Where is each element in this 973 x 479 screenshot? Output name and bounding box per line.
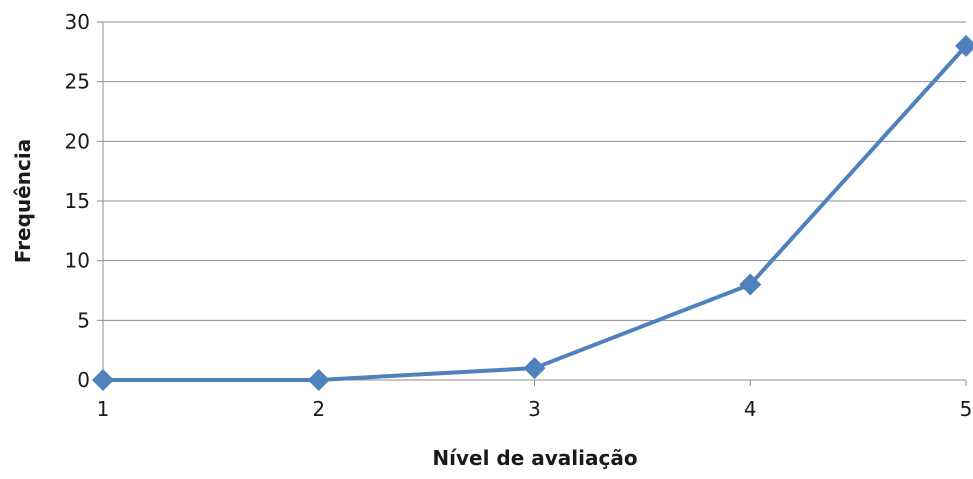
axes	[97, 21, 967, 386]
series-layer	[92, 34, 973, 391]
x-tick-label: 3	[528, 397, 541, 421]
x-tick-label: 5	[960, 397, 973, 421]
y-tick-labels: 0 5 10 15 20 25 30	[65, 10, 90, 392]
y-tick-label: 15	[65, 189, 90, 213]
series-line	[101, 43, 968, 382]
x-tick-label: 4	[744, 397, 757, 421]
y-tick-label: 30	[65, 10, 90, 34]
data-point	[307, 369, 330, 391]
y-tick-label: 0	[77, 368, 90, 392]
x-tick-labels: 1 2 3 4 5	[97, 397, 973, 421]
y-tick-label: 5	[77, 308, 90, 332]
y-tick-label: 10	[65, 249, 90, 273]
data-point	[955, 34, 973, 57]
x-tick-label: 1	[97, 397, 110, 421]
gridlines	[103, 21, 966, 321]
x-tick-label: 2	[312, 397, 325, 421]
data-point	[523, 357, 546, 380]
y-tick-label: 25	[65, 70, 90, 94]
x-axis-title: Nível de avaliação	[432, 446, 637, 470]
data-point	[739, 273, 762, 296]
y-tick-label: 20	[65, 129, 90, 153]
y-axis-title: Frequência	[11, 139, 35, 263]
data-point	[92, 369, 114, 391]
